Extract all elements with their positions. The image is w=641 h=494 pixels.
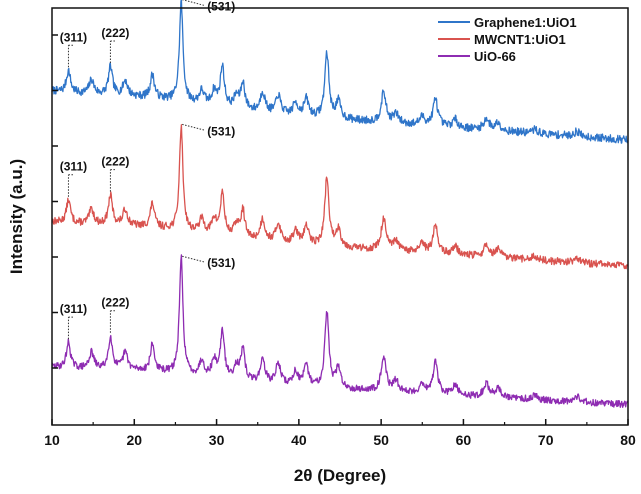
annotation-leader [182, 255, 206, 263]
x-tick-label: 30 [209, 432, 225, 448]
annotation-label: (311) [60, 302, 87, 316]
plot-area: (311) (222) (531) (311) (222) (531) (311) (222)… [51, 0, 629, 408]
legend-label: UiO-66 [474, 49, 516, 64]
x-tick-label: 20 [126, 432, 142, 448]
axes-frame [51, 7, 629, 426]
annotation-leader [182, 0, 206, 7]
legend: Graphene1:UiO1 MWCNT1:UiO1 UiO-66 [438, 15, 577, 64]
annotation-label: (222) [101, 155, 129, 169]
annotation-label: (222) [101, 296, 129, 310]
annotation-label: (531) [207, 0, 235, 14]
annotation-label: (222) [101, 26, 129, 40]
legend-label: Graphene1:UiO1 [474, 15, 577, 30]
x-tick-label: 50 [373, 432, 389, 448]
annotation-label: (531) [207, 256, 235, 270]
series-line [51, 254, 629, 408]
x-tick-label: 10 [44, 432, 60, 448]
legend-label: MWCNT1:UiO1 [474, 32, 566, 47]
series-line [51, 124, 629, 270]
annotation-label: (311) [60, 30, 87, 44]
x-tick-label: 40 [291, 432, 307, 448]
x-tick-label: 60 [456, 432, 472, 448]
y-ticks [52, 34, 58, 369]
y-axis-label: Intensity (a.u.) [7, 159, 26, 274]
x-ticks: 10 20 30 40 50 60 70 80 [44, 419, 636, 448]
x-tick-label: 70 [538, 432, 554, 448]
annotation-leader [182, 123, 206, 131]
x-axis-label: 2θ (Degree) [294, 466, 386, 485]
annotation-label: (531) [207, 124, 235, 138]
x-tick-label: 80 [620, 432, 636, 448]
series-line [51, 0, 629, 144]
annotation-label: (311) [60, 160, 87, 174]
peak-annotations: (311) (222) (531) (311) (222) (531) (311) (222)… [60, 0, 235, 340]
